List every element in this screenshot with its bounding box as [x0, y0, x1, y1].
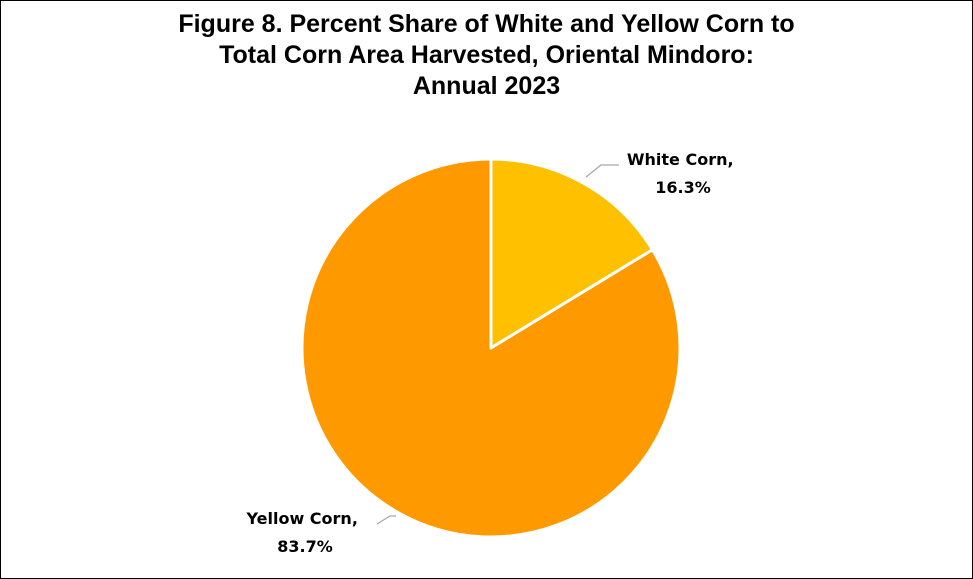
- white-corn-label: White Corn, 16.3%: [627, 150, 739, 197]
- chart-title-line-2: Total Corn Area Harvested, Oriental Mind…: [219, 41, 754, 69]
- yellow-corn-label-name: Yellow Corn,: [246, 509, 358, 528]
- white-corn-leader-line: [585, 164, 619, 178]
- chart-title-line-1: Figure 8. Percent Share of White and Yel…: [178, 10, 795, 38]
- white-corn-label-name: White Corn,: [627, 150, 734, 169]
- pie-slice-white-corn: [489, 157, 654, 350]
- chart-title-line-3: Annual 2023: [412, 72, 561, 100]
- yellow-corn-leader-line: [376, 515, 396, 525]
- yellow-corn-label: Yellow Corn, 83.7%: [246, 509, 364, 556]
- pie-slice-yellow-corn: [300, 157, 682, 539]
- white-corn-label-value: 16.3%: [655, 178, 711, 197]
- pie-slices: [300, 157, 682, 539]
- yellow-corn-label-value: 83.7%: [277, 537, 333, 556]
- chart-title: Figure 8. Percent Share of White and Yel…: [1, 9, 972, 102]
